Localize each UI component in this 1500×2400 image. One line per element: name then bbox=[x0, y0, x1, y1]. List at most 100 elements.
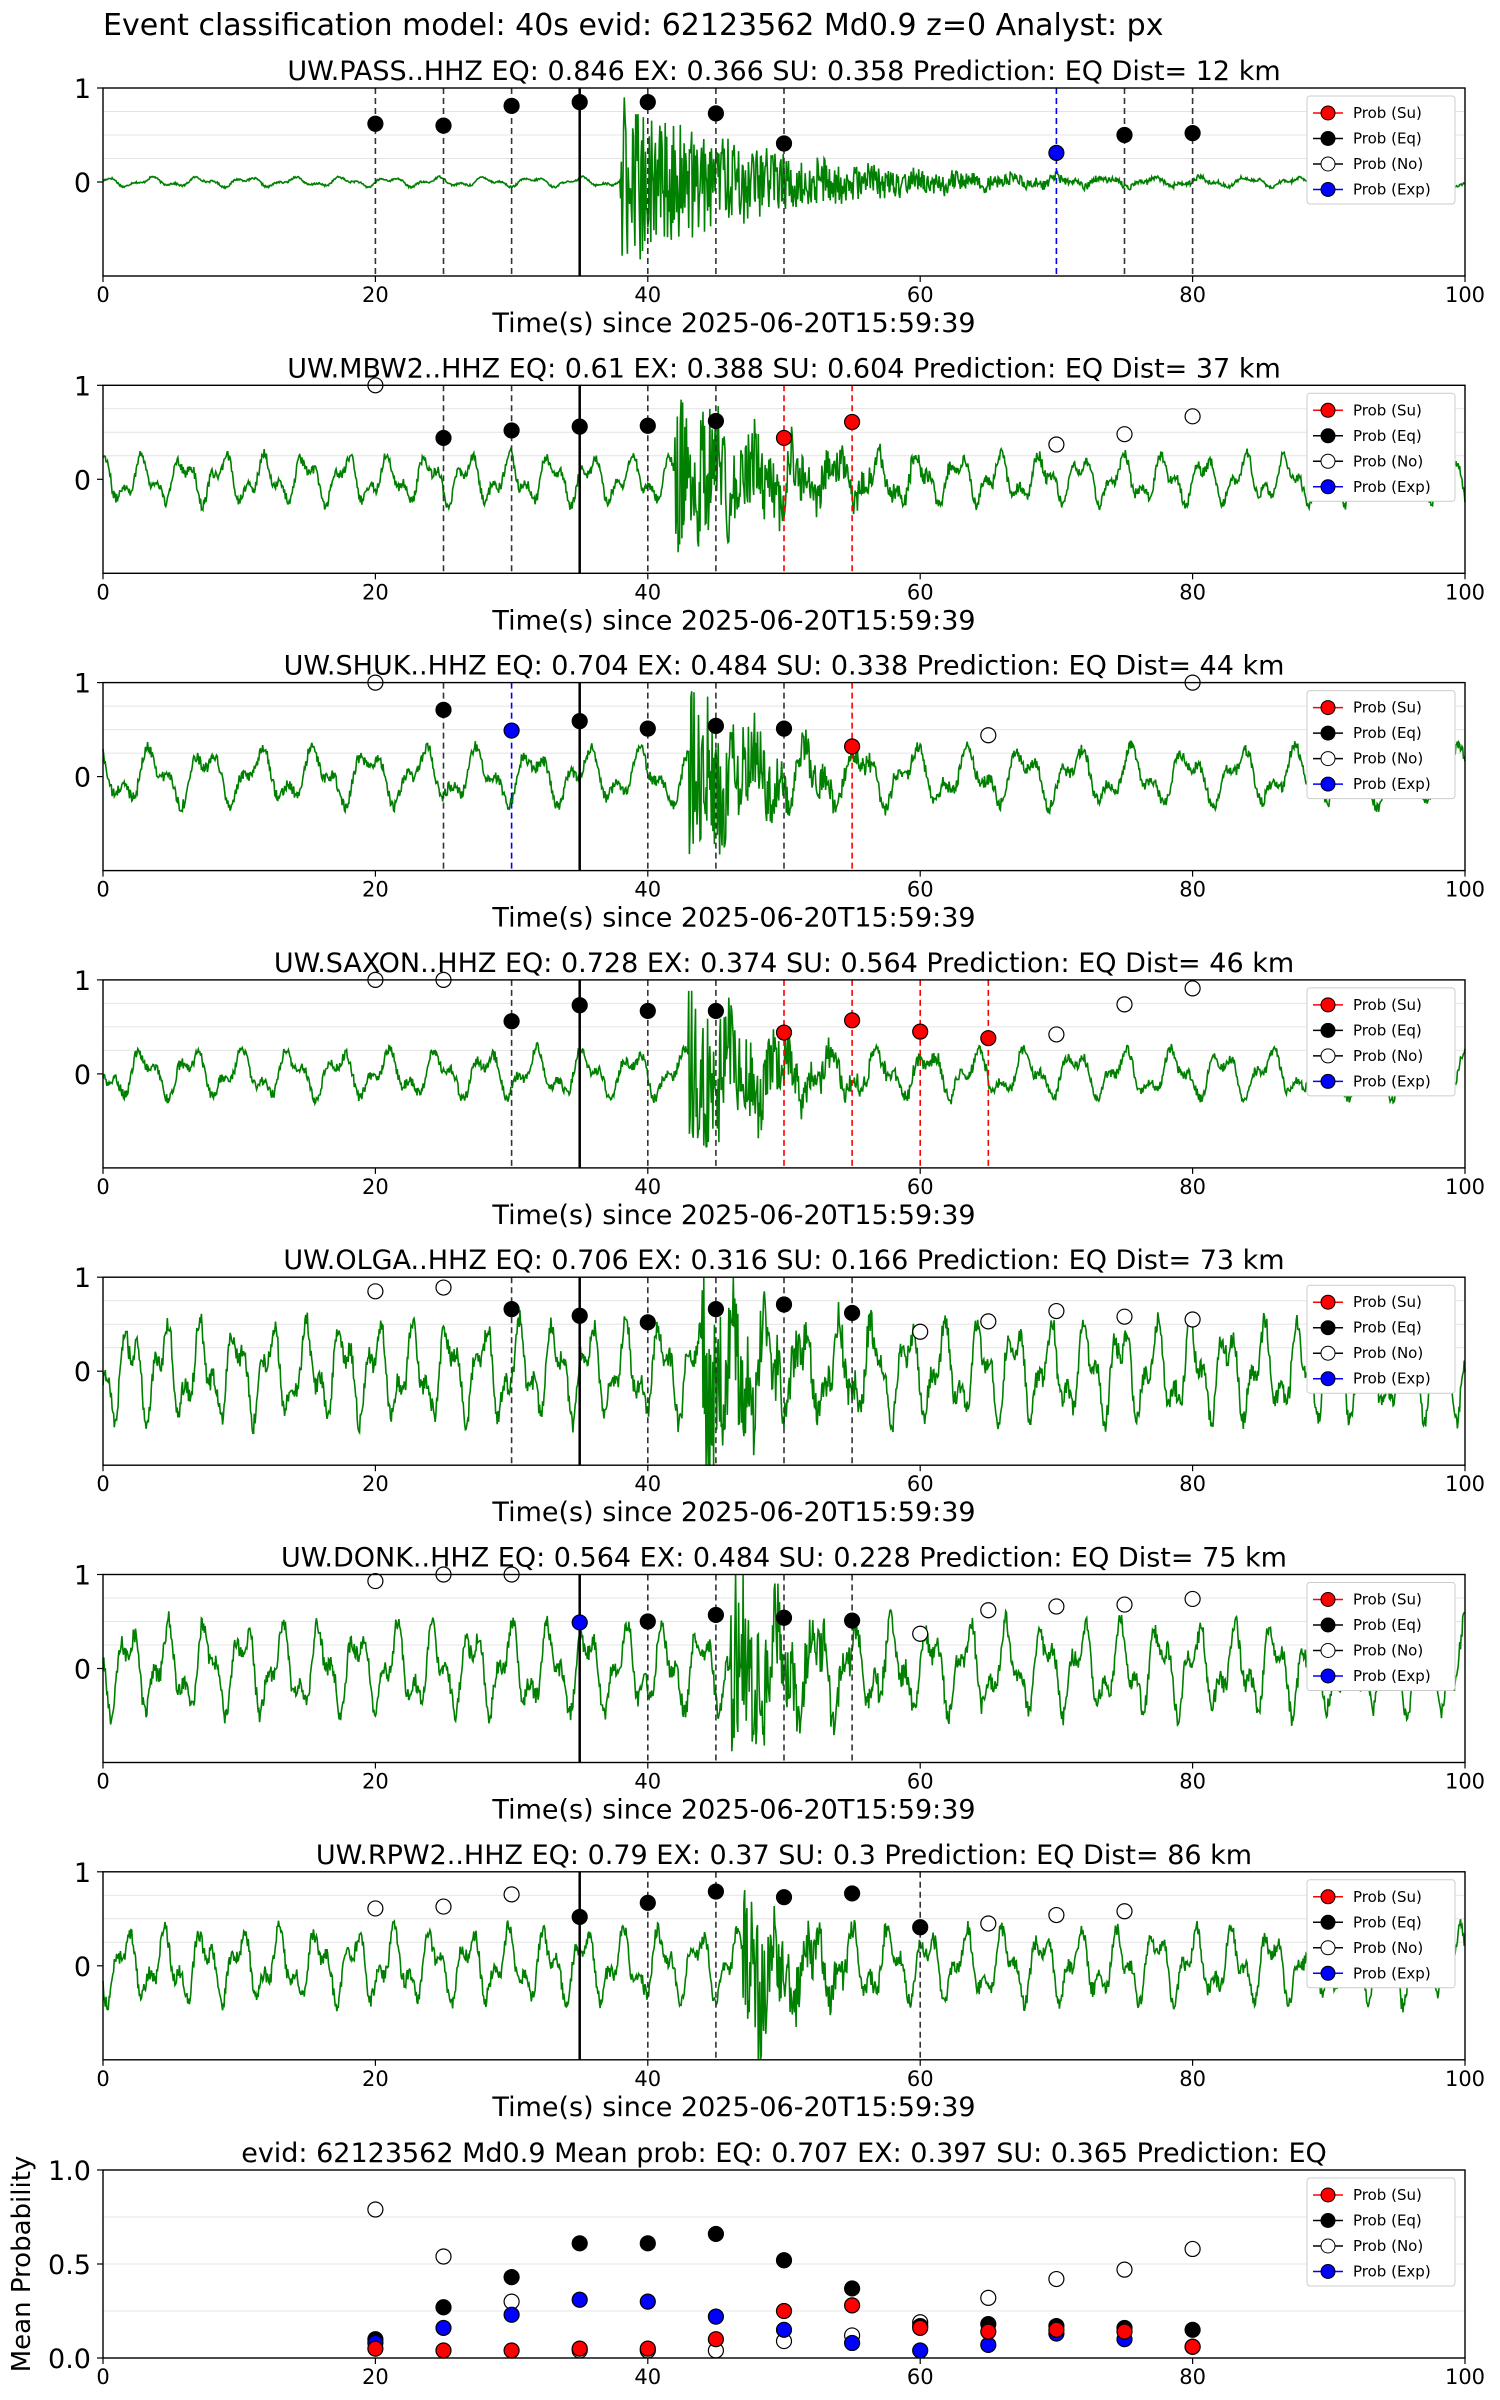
x-tick-label: 20 bbox=[362, 1175, 389, 1199]
legend-label: Prob (Eq) bbox=[1353, 1616, 1422, 1634]
prob-point bbox=[503, 1013, 520, 1030]
mean-prob-point bbox=[367, 2201, 384, 2218]
legend-marker bbox=[1320, 1617, 1336, 1633]
y-tick-label: 1 bbox=[74, 669, 91, 700]
prob-point bbox=[775, 429, 793, 447]
x-tick-label: 40 bbox=[634, 878, 661, 902]
panel-title: UW.OLGA..HHZ EQ: 0.706 EX: 0.316 SU: 0.1… bbox=[283, 1245, 1284, 1276]
prob-point bbox=[980, 1602, 997, 1619]
y-tick-label: 0 bbox=[74, 1655, 91, 1686]
legend-label: Prob (Eq) bbox=[1353, 1319, 1422, 1337]
x-tick-label: 0 bbox=[96, 878, 109, 902]
prob-point bbox=[1184, 1311, 1201, 1328]
legend: Prob (Su) Prob (Eq) Prob (No) Prob (Exp) bbox=[1306, 392, 1456, 502]
legend-marker bbox=[1320, 1022, 1336, 1038]
legend-label: Prob (Exp) bbox=[1353, 2263, 1431, 2281]
legend-label: Prob (Eq) bbox=[1353, 724, 1422, 742]
x-tick-label: 60 bbox=[907, 2067, 934, 2091]
legend-label: Prob (No) bbox=[1353, 155, 1423, 173]
x-tick-label: 20 bbox=[362, 580, 389, 604]
prob-point bbox=[503, 97, 520, 114]
x-tick-label: 100 bbox=[1445, 2365, 1485, 2389]
prob-point bbox=[1116, 426, 1133, 443]
panel-title: UW.PASS..HHZ EQ: 0.846 EX: 0.366 SU: 0.3… bbox=[287, 56, 1280, 87]
mean-prob-point bbox=[639, 2293, 656, 2310]
prob-point bbox=[1048, 436, 1065, 453]
prob-point bbox=[707, 105, 725, 122]
x-tick-label: 0 bbox=[96, 1175, 109, 1199]
legend-label: Prob (Su) bbox=[1353, 104, 1422, 122]
mean-prob-point bbox=[912, 2342, 929, 2359]
prob-point bbox=[980, 727, 997, 744]
prob-point bbox=[571, 1908, 588, 1926]
legend-marker bbox=[1320, 402, 1336, 418]
mean-prob-point bbox=[503, 2269, 520, 2286]
mean-prob-point bbox=[435, 2299, 452, 2316]
prob-point bbox=[775, 720, 793, 737]
x-tick-label: 40 bbox=[634, 1175, 661, 1199]
prob-point bbox=[639, 1314, 656, 1331]
legend-marker bbox=[1320, 2238, 1336, 2254]
legend-marker bbox=[1320, 156, 1336, 172]
legend-marker bbox=[1320, 776, 1336, 792]
mean-prob-point bbox=[435, 2319, 452, 2337]
prob-point bbox=[1116, 996, 1133, 1013]
legend: Prob (Su) Prob (Eq) Prob (No) Prob (Exp) bbox=[1306, 2177, 1456, 2287]
legend: Prob (Su) Prob (Eq) Prob (No) Prob (Exp) bbox=[1306, 987, 1456, 1097]
mean-prob-point bbox=[367, 2340, 384, 2357]
legend: Prob (Su) Prob (Eq) Prob (No) Prob (Exp) bbox=[1306, 690, 1456, 800]
x-tick-label: 20 bbox=[362, 1770, 389, 1794]
x-axis-label: Time(s) since 2025-06-20T15:59:39 bbox=[491, 605, 975, 636]
prob-point bbox=[707, 412, 725, 430]
legend-box bbox=[1306, 987, 1456, 1097]
y-tick-label: 1 bbox=[74, 1561, 91, 1592]
mean-prob-point bbox=[571, 2340, 588, 2357]
x-tick-label: 0 bbox=[96, 1472, 109, 1496]
prob-point bbox=[912, 1625, 929, 1642]
legend-label: Prob (Su) bbox=[1353, 699, 1422, 717]
legend-label: Prob (No) bbox=[1353, 1047, 1423, 1065]
x-axis-label: Time(s) since 2025-06-20T15:59:39 bbox=[491, 1497, 975, 1528]
prob-point bbox=[571, 713, 588, 730]
prob-point bbox=[843, 413, 861, 431]
legend-box bbox=[1306, 392, 1456, 502]
legend-marker bbox=[1320, 1592, 1336, 1607]
prob-point bbox=[775, 1296, 793, 1313]
mean-probability-plot: evid: 62123562 Md0.9 Mean prob: EQ: 0.70… bbox=[7, 2138, 1485, 2389]
x-tick-label: 60 bbox=[907, 1175, 934, 1199]
panel-title: UW.SHUK..HHZ EQ: 0.704 EX: 0.484 SU: 0.3… bbox=[284, 651, 1285, 682]
mean-prob-point bbox=[843, 2334, 861, 2352]
x-tick-label: 0 bbox=[96, 283, 109, 307]
mean-prob-point bbox=[980, 2289, 997, 2306]
y-tick-label: 0 bbox=[74, 1357, 91, 1388]
x-tick-label: 20 bbox=[362, 283, 389, 307]
x-tick-label: 60 bbox=[907, 1472, 934, 1496]
station-panel: UW.MBW2..HHZ EQ: 0.61 EX: 0.388 SU: 0.60… bbox=[74, 353, 1485, 636]
prob-point bbox=[503, 422, 520, 439]
prob-point bbox=[912, 1919, 929, 1936]
prob-point bbox=[843, 738, 861, 755]
prob-point bbox=[843, 1012, 861, 1029]
legend-marker bbox=[1320, 1889, 1336, 1905]
station-panel: UW.OLGA..HHZ EQ: 0.706 EX: 0.316 SU: 0.1… bbox=[74, 1245, 1485, 1528]
y-tick-label: 1 bbox=[74, 966, 91, 997]
legend-box bbox=[1306, 690, 1456, 800]
legend-marker bbox=[1320, 479, 1336, 495]
legend-marker bbox=[1320, 2213, 1336, 2228]
legend-marker bbox=[1320, 1345, 1336, 1361]
seismic-trace bbox=[102, 691, 1466, 855]
seismic-trace bbox=[102, 97, 1465, 260]
legend: Prob (Su) Prob (Eq) Prob (No) Prob (Exp) bbox=[1306, 95, 1456, 205]
legend-marker bbox=[1320, 725, 1336, 741]
prob-point bbox=[503, 1301, 520, 1318]
prob-point bbox=[707, 1606, 725, 1624]
prob-point bbox=[435, 1279, 452, 1296]
legend-box bbox=[1306, 1284, 1456, 1394]
prob-point bbox=[639, 1613, 656, 1630]
x-tick-label: 0 bbox=[96, 2365, 109, 2389]
legend-label: Prob (Eq) bbox=[1353, 130, 1422, 148]
prob-point bbox=[639, 720, 656, 737]
legend-label: Prob (Su) bbox=[1353, 1888, 1422, 1906]
x-tick-label: 20 bbox=[362, 2365, 389, 2389]
prob-point bbox=[1184, 980, 1201, 997]
